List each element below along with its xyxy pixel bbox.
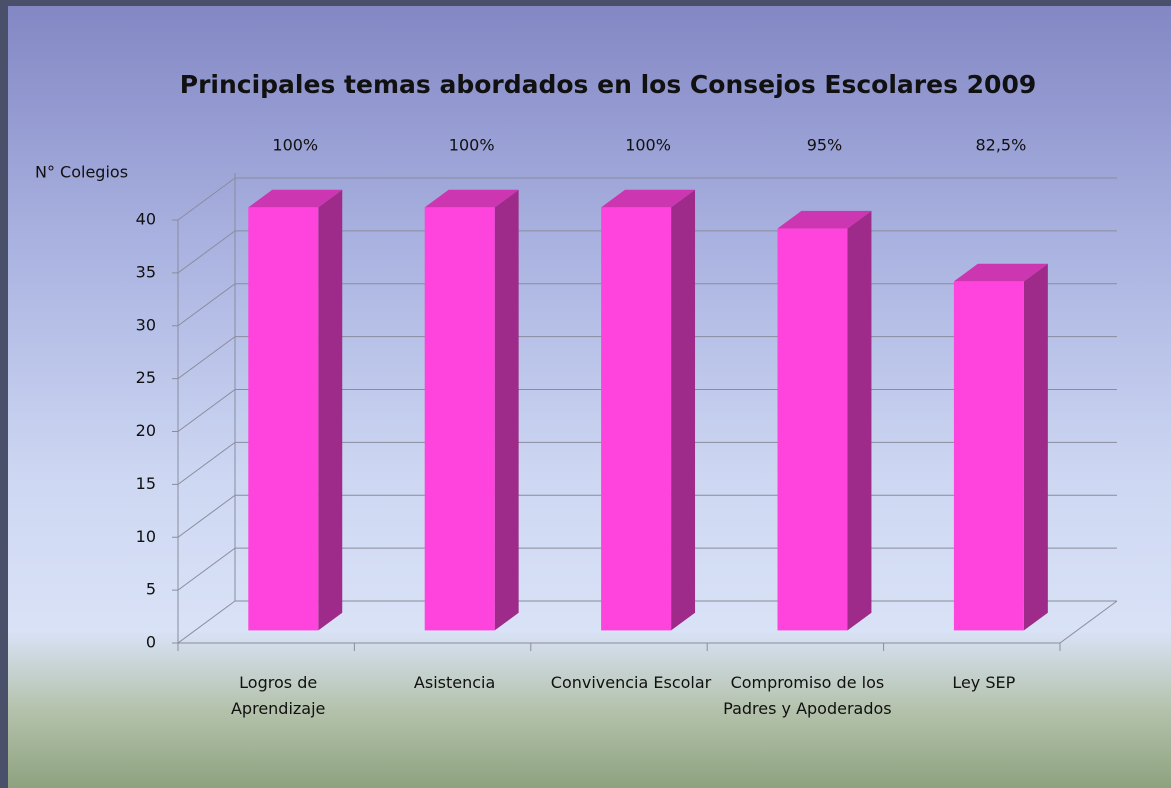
x-tick-label: Compromiso de los Padres y Apoderados xyxy=(723,673,892,718)
bar-top xyxy=(777,210,872,229)
annotation: 100% xyxy=(272,136,318,155)
y-tick-label: 10 xyxy=(136,527,156,546)
bar-top xyxy=(601,189,696,208)
y-tick-label: 20 xyxy=(136,421,156,440)
x-tick-label: Convivencia Escolar xyxy=(550,673,712,692)
annotation: 82,5% xyxy=(975,136,1026,155)
y-tick-label: 15 xyxy=(136,474,156,493)
grid-line xyxy=(177,283,236,327)
chart-title: Principales temas abordados en los Conse… xyxy=(180,70,1037,99)
bar-side xyxy=(671,189,696,631)
bar-top xyxy=(424,189,519,208)
bar xyxy=(248,207,319,631)
y-tick-label: 30 xyxy=(136,315,156,334)
y-tick-label: 0 xyxy=(146,633,156,652)
bar-side xyxy=(1023,263,1048,631)
y-tick-label: 5 xyxy=(146,580,156,599)
grid-line xyxy=(177,230,236,274)
y-tick-label: 25 xyxy=(136,368,156,387)
x-tick-label: Ley SEP xyxy=(952,673,1016,692)
grid-line xyxy=(177,441,236,485)
x-tick-label: Asistencia xyxy=(413,673,496,692)
bar-top xyxy=(953,263,1048,282)
x-tick-label: Logros de Aprendizaje xyxy=(230,673,326,718)
grid-line xyxy=(177,494,236,538)
annotation: 100% xyxy=(625,136,671,155)
grid-line xyxy=(177,600,236,644)
annotation: 100% xyxy=(449,136,495,155)
chart: Principales temas abordados en los Conse… xyxy=(35,70,1118,652)
bar xyxy=(953,281,1024,631)
y-tick-label: 40 xyxy=(136,210,156,229)
bar xyxy=(777,228,848,631)
grid-line xyxy=(177,389,236,432)
annotation: 95% xyxy=(807,136,843,155)
grid-line xyxy=(177,336,236,380)
y-tick-label: 35 xyxy=(136,262,156,281)
floor-right-edge xyxy=(1059,600,1118,644)
bar-top xyxy=(248,189,343,208)
bar-side xyxy=(318,189,343,631)
grid-line xyxy=(177,177,236,221)
grid-line xyxy=(177,547,236,591)
bar xyxy=(424,207,495,631)
bar-side xyxy=(494,189,519,631)
y-axis-label: N° Colegios xyxy=(35,163,128,182)
bar xyxy=(601,207,672,631)
bar-side xyxy=(847,210,872,631)
